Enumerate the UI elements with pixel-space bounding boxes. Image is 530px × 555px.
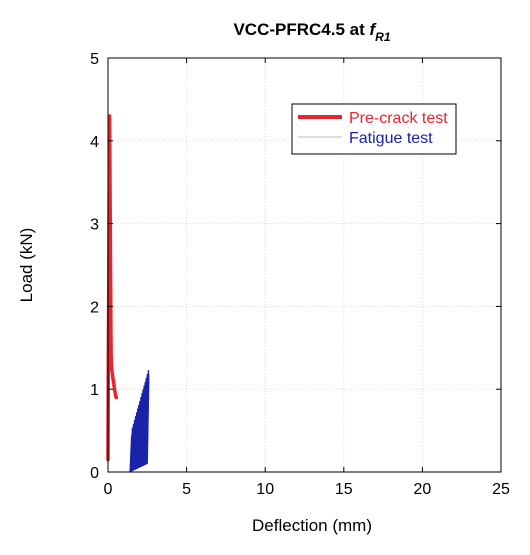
pre-crack-point [110,369,114,373]
y-axis-label: Load (kN) [17,228,36,303]
x-tick-label: 10 [256,481,274,498]
legend-label-fatigue: Fatigue test [349,130,433,147]
y-tick-label: 4 [90,134,99,151]
pre-crack-point [111,379,115,383]
y-tick-label: 3 [90,217,99,234]
pre-crack-point [113,388,117,392]
data-layer [106,114,150,473]
x-tick-label: 20 [414,481,432,498]
series-fatigue-test [129,370,150,473]
y-tick-label: 1 [90,382,99,399]
pre-crack-point [107,114,112,118]
legend-box [291,103,457,155]
x-tick-label: 0 [104,481,113,498]
pre-crack-point [109,317,113,321]
y-tick-label: 5 [90,51,99,68]
pre-crack-point [110,372,115,376]
pre-crack-point [113,391,117,395]
chart-title-italic: f [370,20,378,39]
pre-crack-point [109,364,114,368]
chart-title-subscript: R1 [375,30,391,44]
pre-crack-point [108,209,112,213]
y-tick-label: 2 [90,299,99,316]
chart-title-main: VCC-PFRC4.5 at [233,20,369,39]
chart-title: VCC-PFRC4.5 at fR1 [233,20,390,44]
pre-crack-point [111,376,115,380]
series-pre-crack-test [106,114,119,462]
x-tick-label: 15 [335,481,353,498]
y-tick-label: 0 [90,465,99,482]
x-axis-label: Deflection (mm) [252,516,372,535]
legend: Pre-crack test Fatigue test [291,103,457,155]
pre-crack-point [108,263,113,267]
pre-crack-point [114,395,118,400]
x-tick-label: 5 [182,481,191,498]
pre-crack-point [109,354,113,358]
plot-frame [107,57,502,473]
legend-label-pre-crack: Pre-crack test [349,110,448,127]
x-tick-label: 25 [492,481,510,498]
pre-crack-point [112,383,116,387]
ticks: 0 5 10 15 20 25 0 1 2 3 4 5 [90,51,510,498]
pre-crack-point [108,159,112,164]
